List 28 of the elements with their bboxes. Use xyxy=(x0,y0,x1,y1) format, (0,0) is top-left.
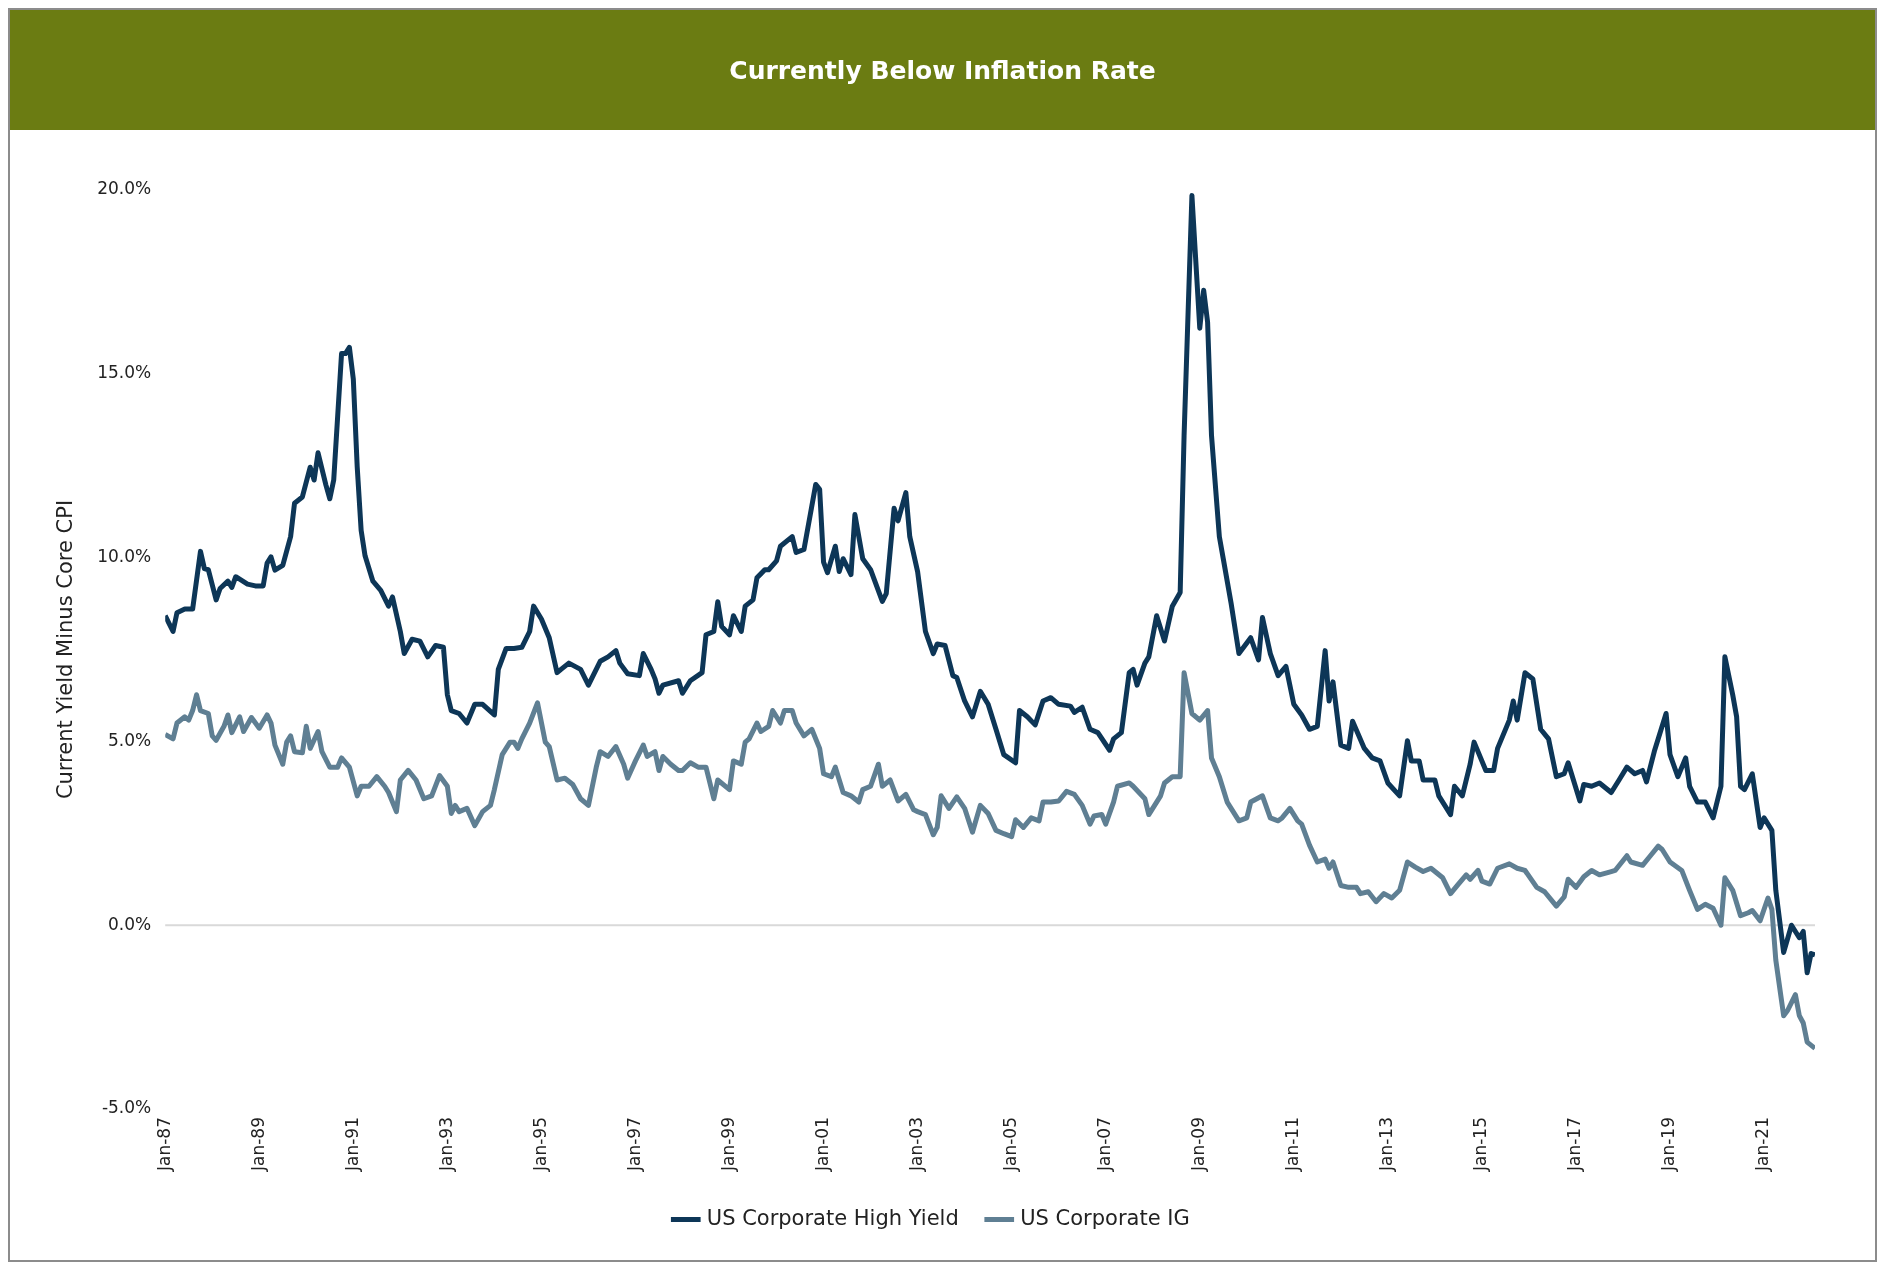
x-tick-label: Jan-01 xyxy=(811,1117,832,1173)
x-tick-label: Jan-17 xyxy=(1564,1117,1585,1173)
y-tick-label: -5.0% xyxy=(101,1097,152,1118)
x-tick-label: Jan-91 xyxy=(341,1117,362,1173)
x-tick-label: Jan-15 xyxy=(1470,1117,1491,1173)
x-tick-label: Jan-95 xyxy=(529,1117,550,1173)
x-tick-label: Jan-19 xyxy=(1658,1117,1679,1173)
x-tick-label: Jan-13 xyxy=(1376,1117,1397,1173)
x-tick-label: Jan-99 xyxy=(717,1117,738,1173)
legend-label: US Corporate IG xyxy=(1020,1205,1190,1230)
y-tick-label: 15.0% xyxy=(97,362,152,383)
x-tick-label: Jan-21 xyxy=(1752,1117,1773,1173)
x-tick-label: Jan-05 xyxy=(1000,1117,1021,1173)
x-tick-label: Jan-89 xyxy=(247,1117,268,1173)
x-tick-label: Jan-09 xyxy=(1188,1117,1209,1173)
x-tick-label: Jan-07 xyxy=(1094,1117,1115,1173)
y-axis-title: Current Yield Minus Core CPI xyxy=(53,499,78,800)
x-tick-label: Jan-87 xyxy=(153,1117,174,1173)
chart-title: Currently Below Inflation Rate xyxy=(10,10,1875,130)
x-tick-label: Jan-11 xyxy=(1282,1117,1303,1173)
x-tick-label: Jan-93 xyxy=(435,1117,456,1173)
legend-label: US Corporate High Yield xyxy=(706,1205,959,1230)
x-tick-label: Jan-03 xyxy=(906,1117,927,1173)
y-tick-label: 10.0% xyxy=(97,546,152,567)
x-tick-label: Jan-97 xyxy=(623,1117,644,1173)
y-tick-label: 5.0% xyxy=(108,729,152,750)
y-tick-label: 0.0% xyxy=(108,913,152,934)
y-tick-label: 20.0% xyxy=(97,178,152,199)
